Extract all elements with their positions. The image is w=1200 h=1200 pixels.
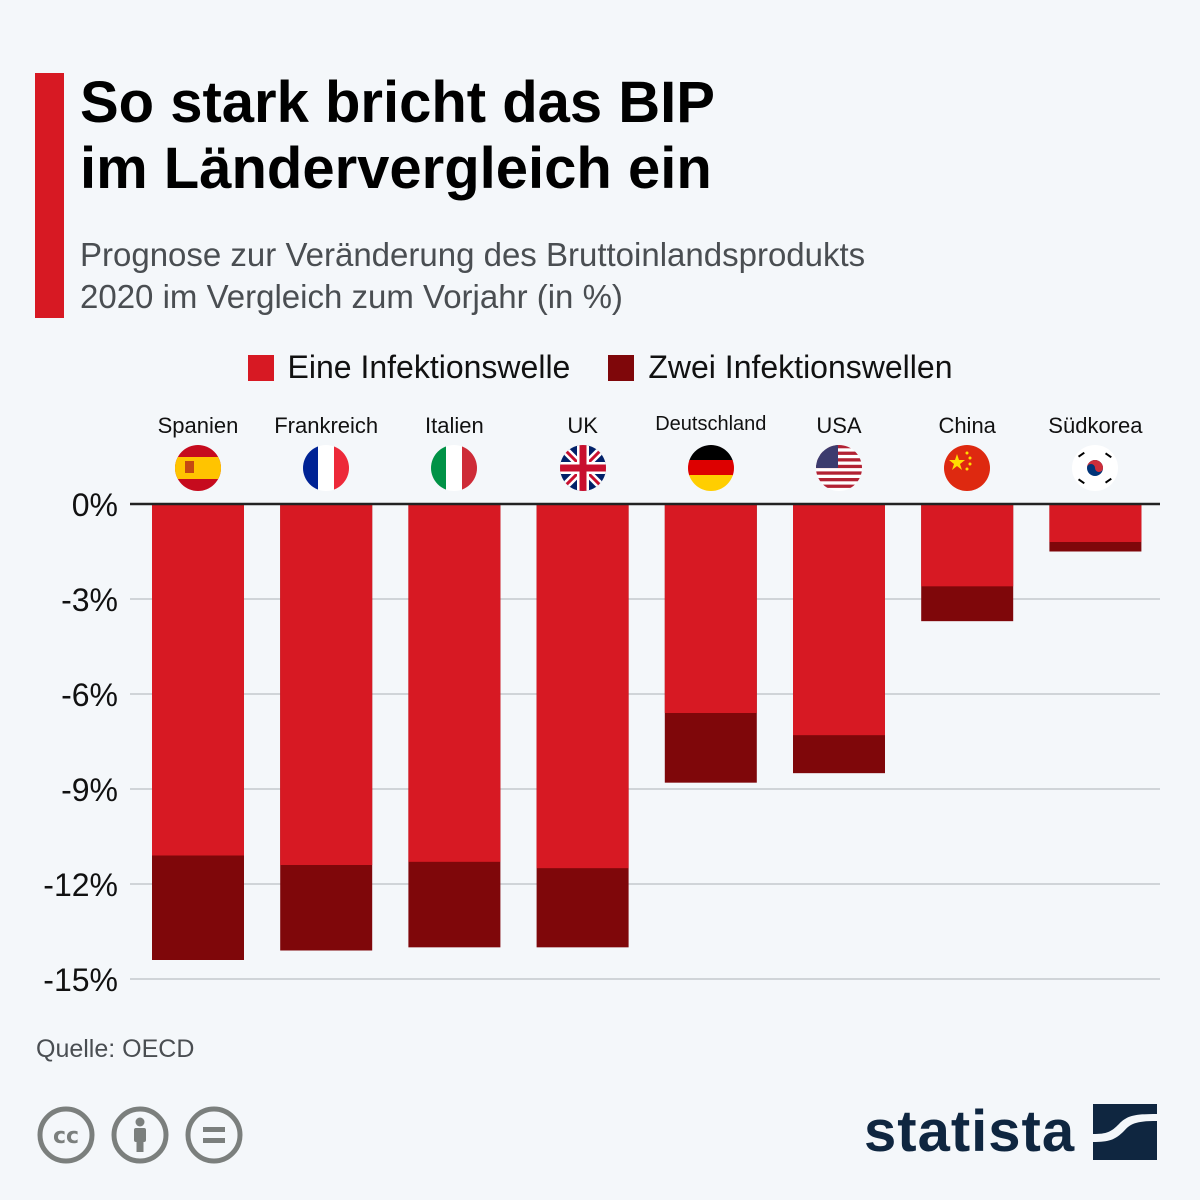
source-note: Quelle: OECD [36, 1035, 195, 1063]
statista-wordmark: statista [864, 1099, 1076, 1164]
flag-spain-icon [175, 445, 221, 491]
license-icons: cc [36, 1105, 244, 1165]
x-tick-label: USA [816, 413, 862, 438]
no-derivatives-icon[interactable] [184, 1105, 244, 1165]
cc-icon[interactable]: cc [36, 1105, 96, 1165]
subtitle-line-2: 2020 im Vergleich zum Vorjahr (in %) [80, 278, 623, 315]
x-tick-label: China [938, 413, 996, 438]
flag-italy-icon [431, 445, 478, 491]
y-tick-label: -9% [61, 772, 118, 808]
bar-one-wave-uk [536, 504, 629, 869]
y-tick-label: -15% [43, 962, 118, 998]
title-line-2: im Ländervergleich ein [80, 136, 712, 201]
bar-one-wave-deutschland [664, 504, 757, 713]
svg-text:cc: cc [53, 1124, 79, 1149]
x-tick-label: Südkorea [1048, 413, 1143, 438]
legend-swatch-two-waves [608, 354, 635, 381]
x-tick-label: UK [567, 413, 598, 438]
flag-uk-icon [559, 445, 606, 491]
attribution-icon[interactable] [110, 1105, 170, 1165]
statista-logo-icon [1093, 1103, 1158, 1160]
x-tick-label: Italien [425, 413, 484, 438]
x-tick-label: Deutschland [655, 413, 767, 435]
y-tick-label: -3% [61, 582, 118, 618]
x-tick-label: Frankreich [274, 413, 379, 438]
subtitle-line-1: Prognose zur Veränderung des Bruttoinlan… [80, 236, 866, 273]
accent-bar [35, 73, 64, 318]
bar-one-wave-usa [793, 504, 885, 736]
title-line-1: So stark bricht das BIP [80, 70, 715, 135]
y-tick-label: -6% [61, 677, 118, 713]
bar-one-wave-spanien [152, 504, 244, 856]
bar-one-wave-südkorea [1049, 504, 1142, 542]
flag-china-icon [944, 445, 991, 491]
flag-france-icon [303, 445, 350, 491]
bar-one-wave-italien [408, 504, 501, 862]
legend-swatch-one-wave [247, 354, 274, 381]
x-tick-label: Spanien [157, 413, 239, 438]
y-tick-label: 0% [72, 487, 118, 523]
legend: Eine Infektionswelle Zwei Infektionswell… [0, 349, 1200, 386]
bar-one-wave-frankreich [280, 504, 373, 865]
legend-label-two-waves: Zwei Infektionswellen [648, 349, 953, 385]
flag-germany-icon [687, 445, 734, 491]
bar-one-wave-china [921, 504, 1014, 587]
chart-title: So stark bricht das BIP im Länderverglei… [80, 70, 1180, 202]
statista-logo[interactable]: statista [864, 1098, 1158, 1165]
y-tick-label: -12% [43, 867, 118, 903]
chart-subtitle: Prognose zur Veränderung des Bruttoinlan… [80, 234, 1180, 318]
legend-item-one-wave: Eine Infektionswelle [247, 349, 571, 386]
legend-item-two-waves: Zwei Infektionswellen [608, 349, 952, 386]
legend-label-one-wave: Eine Infektionswelle [287, 349, 571, 385]
flag-south-korea-icon [1072, 445, 1119, 491]
